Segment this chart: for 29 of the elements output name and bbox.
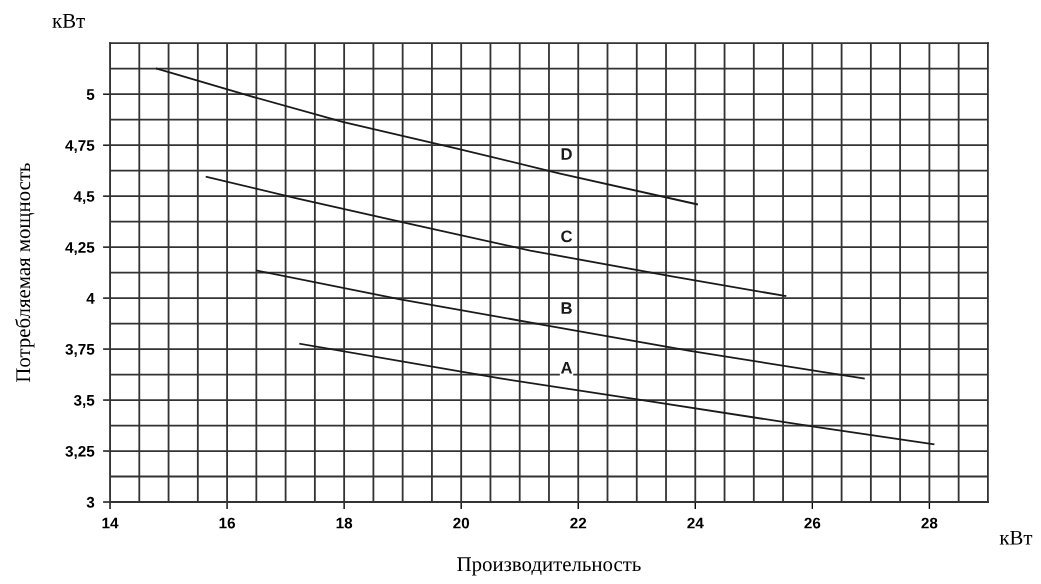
x-tick-label: 28 [921, 517, 938, 529]
series-label: C [561, 230, 573, 243]
y-tick-label: 4,25 [65, 241, 95, 256]
x-tick-label: 24 [687, 517, 704, 529]
y-tick-label: 3,75 [65, 343, 95, 357]
y-tick-label: 4 [86, 293, 95, 304]
y-tick-label: 3,5 [73, 394, 95, 408]
series-label: A [560, 362, 573, 374]
x-tick-label: 14 [102, 517, 119, 529]
line-series [155, 67, 698, 206]
x-tick-label: 26 [804, 517, 821, 529]
y-tick-label: 4,75 [65, 140, 95, 154]
x-tick-label: 16 [219, 517, 236, 529]
y-tick-label: 4,5 [73, 191, 95, 205]
x-tick-label: 20 [453, 517, 470, 529]
series-label: B [561, 302, 572, 314]
text: кВт [52, 14, 85, 28]
text: кВт [999, 530, 1033, 545]
series-label: D [561, 148, 572, 160]
y-tick-label: 3,25 [65, 445, 95, 459]
x-tick-label: 22 [570, 517, 587, 529]
y-axis-title: Потребляемая мощность [15, 163, 35, 383]
y-tick-label: 5 [86, 89, 95, 100]
line-series [205, 175, 787, 297]
x-tick-label: 18 [336, 517, 353, 529]
x-axis-title: Производительность [457, 557, 641, 576]
line-series [256, 269, 865, 380]
line-series [299, 342, 935, 446]
y-tick-label: 3 [86, 496, 95, 508]
